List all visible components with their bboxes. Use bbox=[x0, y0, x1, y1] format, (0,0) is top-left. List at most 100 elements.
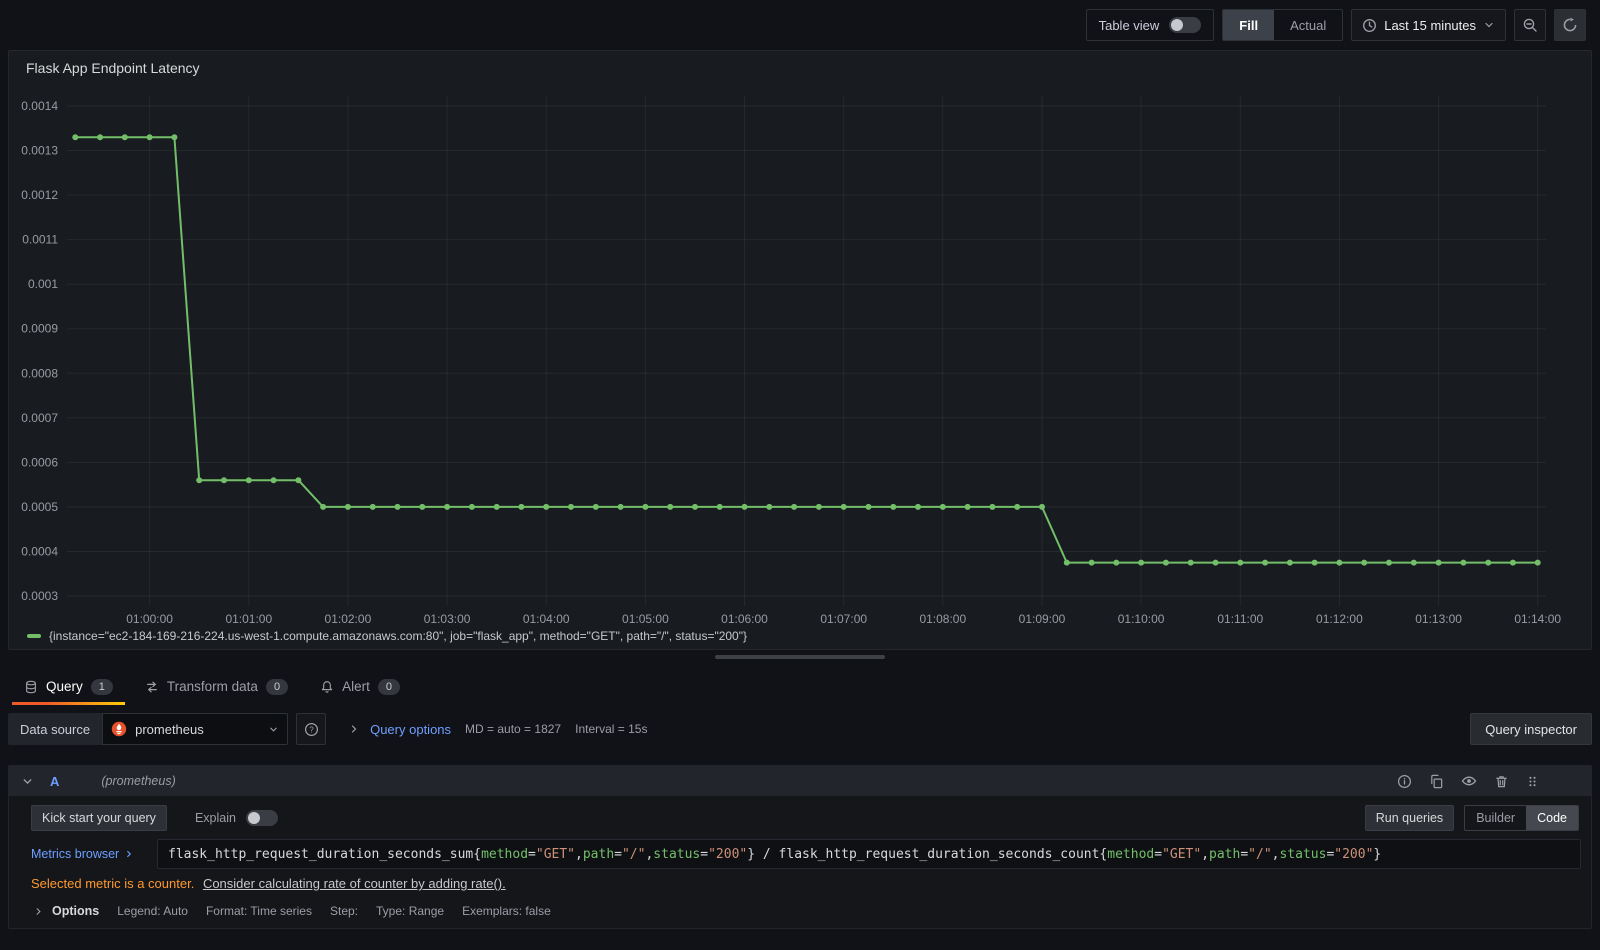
svg-text:01:14:00: 01:14:00 bbox=[1514, 612, 1561, 626]
interval-text: Interval = 15s bbox=[575, 722, 648, 736]
zoom-out-button[interactable] bbox=[1514, 9, 1546, 41]
svg-text:01:07:00: 01:07:00 bbox=[820, 612, 867, 626]
builder-code-group: Builder Code bbox=[1464, 805, 1579, 831]
kick-start-button[interactable]: Kick start your query bbox=[31, 805, 167, 831]
datasource-help-button[interactable]: ? bbox=[296, 713, 327, 745]
tab-query-label: Query bbox=[46, 679, 83, 694]
option-format: Format: Time series bbox=[205, 904, 312, 918]
refresh-button[interactable] bbox=[1554, 9, 1586, 41]
query-toolbar-row: Kick start your query Explain Run querie… bbox=[31, 805, 1579, 831]
svg-text:0.0004: 0.0004 bbox=[21, 545, 58, 559]
svg-text:0.0013: 0.0013 bbox=[21, 144, 58, 158]
svg-text:?: ? bbox=[309, 725, 314, 734]
datasource-label: Data source bbox=[8, 713, 103, 745]
svg-text:01:11:00: 01:11:00 bbox=[1217, 612, 1263, 626]
tab-query[interactable]: Query 1 bbox=[10, 668, 127, 705]
prometheus-icon bbox=[111, 721, 127, 737]
query-options-toggle[interactable]: Query options bbox=[348, 722, 451, 737]
svg-text:0.0012: 0.0012 bbox=[21, 188, 58, 202]
zoom-out-icon bbox=[1522, 17, 1538, 33]
svg-text:0.0005: 0.0005 bbox=[21, 500, 58, 514]
angle-down-icon[interactable] bbox=[21, 775, 34, 788]
info-icon[interactable] bbox=[1397, 774, 1412, 789]
fill-button[interactable]: Fill bbox=[1223, 10, 1275, 40]
max-datapoints-text: MD = auto = 1827 bbox=[465, 722, 562, 736]
query-datasource-hint: (prometheus) bbox=[101, 774, 176, 788]
svg-text:0.0014: 0.0014 bbox=[21, 99, 58, 113]
tab-transform-data[interactable]: Transform data 0 bbox=[131, 668, 302, 705]
tab-alert[interactable]: Alert 0 bbox=[306, 668, 414, 705]
promql-editor[interactable]: flask_http_request_duration_seconds_sum{… bbox=[157, 839, 1581, 869]
code-button[interactable]: Code bbox=[1526, 806, 1578, 830]
time-range-label: Last 15 minutes bbox=[1384, 17, 1476, 33]
options-label: Options bbox=[52, 904, 100, 918]
bell-icon bbox=[320, 680, 334, 694]
copy-icon[interactable] bbox=[1429, 774, 1444, 789]
latency-chart[interactable]: 0.0014 0.0013 0.0012 0.0011 0.001 0.0009 0.000… bbox=[9, 81, 1593, 637]
drag-handle-icon[interactable] bbox=[1526, 775, 1539, 788]
metrics-browser-toggle[interactable]: Metrics browser bbox=[31, 847, 157, 861]
counter-warning-row: Selected metric is a counter. Consider c… bbox=[31, 876, 1581, 891]
database-icon bbox=[24, 680, 38, 694]
svg-text:0.0011: 0.0011 bbox=[22, 233, 58, 247]
chart-legend[interactable]: {instance="ec2-184-169-216-224.us-west-1… bbox=[27, 629, 747, 643]
query-input-row: Metrics browser flask_http_request_durat… bbox=[31, 839, 1581, 869]
clock-icon bbox=[1362, 18, 1377, 33]
svg-text:0.0009: 0.0009 bbox=[21, 322, 58, 336]
caret-down-icon bbox=[268, 724, 279, 735]
svg-text:0.0008: 0.0008 bbox=[21, 366, 58, 380]
metrics-browser-label: Metrics browser bbox=[31, 847, 120, 861]
datasource-select[interactable]: prometheus bbox=[102, 713, 289, 745]
trash-icon[interactable] bbox=[1494, 774, 1509, 789]
explain-label: Explain bbox=[194, 811, 236, 825]
latency-panel: Flask App Endpoint Latency 0.0014 0.0013 0… bbox=[8, 50, 1592, 650]
promql-query-text: flask_http_request_duration_seconds_sum{… bbox=[168, 846, 1382, 862]
svg-text:01:06:00: 01:06:00 bbox=[721, 612, 768, 626]
datasource-row: Data source prometheus ? Query options M… bbox=[8, 712, 1592, 746]
builder-button[interactable]: Builder bbox=[1476, 811, 1516, 825]
angle-right-icon bbox=[33, 906, 44, 917]
svg-text:01:01:00: 01:01:00 bbox=[225, 612, 272, 626]
caret-down-icon bbox=[1483, 19, 1495, 31]
fill-actual-group: Fill Actual bbox=[1222, 9, 1344, 41]
query-editor-card: A (prometheus) bbox=[8, 765, 1592, 929]
svg-text:01:13:00: 01:13:00 bbox=[1415, 612, 1462, 626]
legend-swatch bbox=[27, 634, 41, 638]
run-queries-button[interactable]: Run queries bbox=[1364, 805, 1455, 831]
explain-toggle[interactable] bbox=[245, 810, 278, 826]
svg-text:0.0007: 0.0007 bbox=[21, 411, 58, 425]
svg-text:01:09:00: 01:09:00 bbox=[1019, 612, 1066, 626]
table-view-toggle[interactable] bbox=[1169, 17, 1202, 33]
actual-button[interactable]: Actual bbox=[1290, 17, 1327, 33]
counter-warning-text: Selected metric is a counter. bbox=[31, 876, 195, 891]
query-options-label: Query options bbox=[370, 721, 452, 737]
svg-text:0.0006: 0.0006 bbox=[21, 455, 58, 469]
top-toolbar: Table view Fill Actual Last 15 minutes bbox=[0, 0, 1600, 50]
svg-text:0.0003: 0.0003 bbox=[21, 589, 58, 603]
svg-text:01:12:00: 01:12:00 bbox=[1316, 612, 1363, 626]
add-rate-link[interactable]: Consider calculating rate of counter by … bbox=[202, 876, 506, 891]
transform-icon bbox=[145, 680, 159, 694]
option-step: Step: bbox=[329, 904, 359, 918]
svg-text:0.001: 0.001 bbox=[28, 277, 58, 291]
svg-text:01:00:00: 01:00:00 bbox=[126, 612, 173, 626]
query-row-header[interactable]: A (prometheus) bbox=[9, 766, 1591, 796]
query-row-actions bbox=[1397, 773, 1539, 789]
pane-resize-handle[interactable] bbox=[715, 655, 885, 659]
svg-text:01:05:00: 01:05:00 bbox=[622, 612, 669, 626]
svg-text:01:08:00: 01:08:00 bbox=[919, 612, 966, 626]
options-toggle[interactable]: Options bbox=[33, 904, 99, 918]
editor-tabs: Query 1 Transform data 0 Alert 0 bbox=[10, 668, 414, 705]
query-inspector-button[interactable]: Query inspector bbox=[1470, 713, 1592, 745]
tab-alert-count: 0 bbox=[377, 678, 400, 695]
table-view-label: Table view bbox=[1098, 17, 1160, 33]
query-ref-id[interactable]: A bbox=[50, 773, 60, 789]
time-range-picker[interactable]: Last 15 minutes bbox=[1351, 9, 1506, 41]
svg-text:01:04:00: 01:04:00 bbox=[523, 612, 570, 626]
svg-text:01:10:00: 01:10:00 bbox=[1118, 612, 1165, 626]
table-view-control: Table view bbox=[1085, 9, 1215, 41]
eye-icon[interactable] bbox=[1461, 773, 1477, 789]
option-type: Type: Range bbox=[376, 904, 445, 918]
help-icon: ? bbox=[304, 722, 319, 737]
